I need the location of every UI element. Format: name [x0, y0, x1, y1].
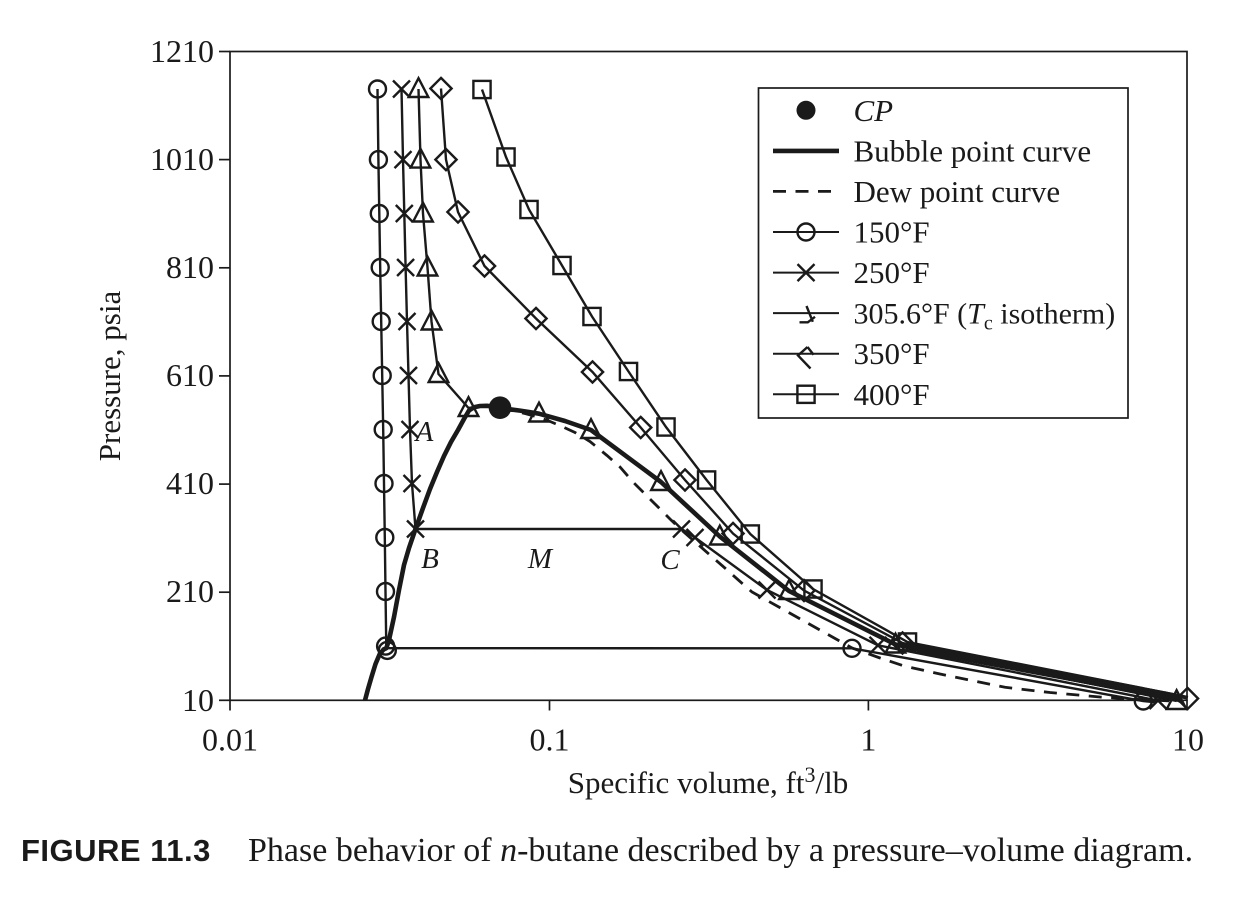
- svg-text:10: 10: [1172, 722, 1204, 758]
- svg-text:810: 810: [166, 249, 214, 285]
- svg-text:610: 610: [166, 357, 214, 393]
- svg-text:0.01: 0.01: [202, 722, 258, 758]
- svg-text:M: M: [527, 543, 554, 575]
- svg-text:1: 1: [860, 722, 876, 758]
- svg-text:210: 210: [166, 573, 214, 609]
- svg-text:0.1: 0.1: [530, 722, 570, 758]
- svg-text:1210: 1210: [150, 33, 214, 69]
- svg-text:400°F: 400°F: [854, 377, 930, 412]
- svg-text:1010: 1010: [150, 141, 214, 177]
- svg-text:Pressure, psia: Pressure, psia: [92, 291, 127, 462]
- svg-text:Dew point curve: Dew point curve: [854, 174, 1061, 209]
- svg-text:10: 10: [182, 682, 214, 718]
- svg-text:150°F: 150°F: [854, 215, 930, 250]
- svg-text:Phase behavior of n-butane des: Phase behavior of n-butane described by …: [248, 832, 1193, 869]
- svg-text:A: A: [414, 416, 434, 448]
- svg-text:Specific volume, ft3/lb: Specific volume, ft3/lb: [568, 762, 848, 800]
- svg-text:Bubble point curve: Bubble point curve: [854, 133, 1092, 168]
- svg-text:C: C: [660, 544, 680, 576]
- svg-text:FIGURE 11.3: FIGURE 11.3: [21, 833, 211, 868]
- svg-text:CP: CP: [854, 93, 894, 128]
- svg-text:B: B: [421, 543, 439, 575]
- svg-text:410: 410: [166, 465, 214, 501]
- svg-text:250°F: 250°F: [854, 255, 930, 290]
- svg-text:350°F: 350°F: [854, 336, 930, 371]
